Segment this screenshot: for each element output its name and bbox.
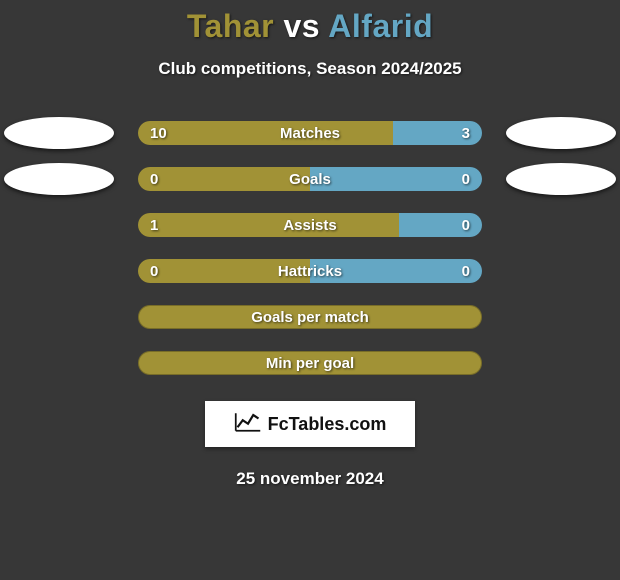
subtitle: Club competitions, Season 2024/2025 — [0, 59, 620, 79]
stat-bar-left: 0 — [138, 259, 310, 283]
stat-bar-right: 0 — [310, 259, 482, 283]
stat-value-left: 0 — [150, 171, 158, 188]
stat-row: 103Matches — [0, 121, 620, 145]
fctables-logo: FcTables.com — [205, 401, 415, 447]
player-marker-right — [506, 163, 616, 195]
title-left: Tahar — [187, 8, 274, 44]
stat-bar-right: 3 — [393, 121, 482, 145]
stat-value-right: 0 — [462, 171, 470, 188]
player-marker-left — [4, 117, 114, 149]
stat-value-left: 1 — [150, 217, 158, 234]
stat-bar-neutral: Min per goal — [138, 351, 482, 375]
title-vs: vs — [284, 8, 321, 44]
stat-value-left: 0 — [150, 263, 158, 280]
title-right: Alfarid — [328, 8, 433, 44]
stat-bar: 103Matches — [138, 121, 482, 145]
page-title: Tahar vs Alfarid — [0, 0, 620, 45]
stat-row: 00Goals — [0, 167, 620, 191]
stat-value-right: 3 — [462, 125, 470, 142]
stat-row: 00Hattricks — [0, 259, 620, 283]
stat-bar-right: 0 — [310, 167, 482, 191]
footer: FcTables.com 25 november 2024 — [0, 397, 620, 489]
stat-bar-right: 0 — [399, 213, 482, 237]
stat-bar: 00Goals — [138, 167, 482, 191]
stat-bar-left: 0 — [138, 167, 310, 191]
player-marker-right — [506, 117, 616, 149]
stat-rows: 103Matches00Goals10Assists00HattricksGoa… — [0, 121, 620, 375]
player-marker-left — [4, 163, 114, 195]
stat-bar-neutral: Goals per match — [138, 305, 482, 329]
stat-bar: 00Hattricks — [138, 259, 482, 283]
logo-text: FcTables.com — [268, 414, 387, 435]
date-label: 25 november 2024 — [0, 469, 620, 489]
stat-bar-left: 1 — [138, 213, 399, 237]
stat-value-right: 0 — [462, 217, 470, 234]
chart-icon — [234, 411, 262, 438]
stat-bar: 10Assists — [138, 213, 482, 237]
stat-value-left: 10 — [150, 125, 167, 142]
stat-row: 10Assists — [0, 213, 620, 237]
stat-bar-left: 10 — [138, 121, 393, 145]
stat-value-right: 0 — [462, 263, 470, 280]
